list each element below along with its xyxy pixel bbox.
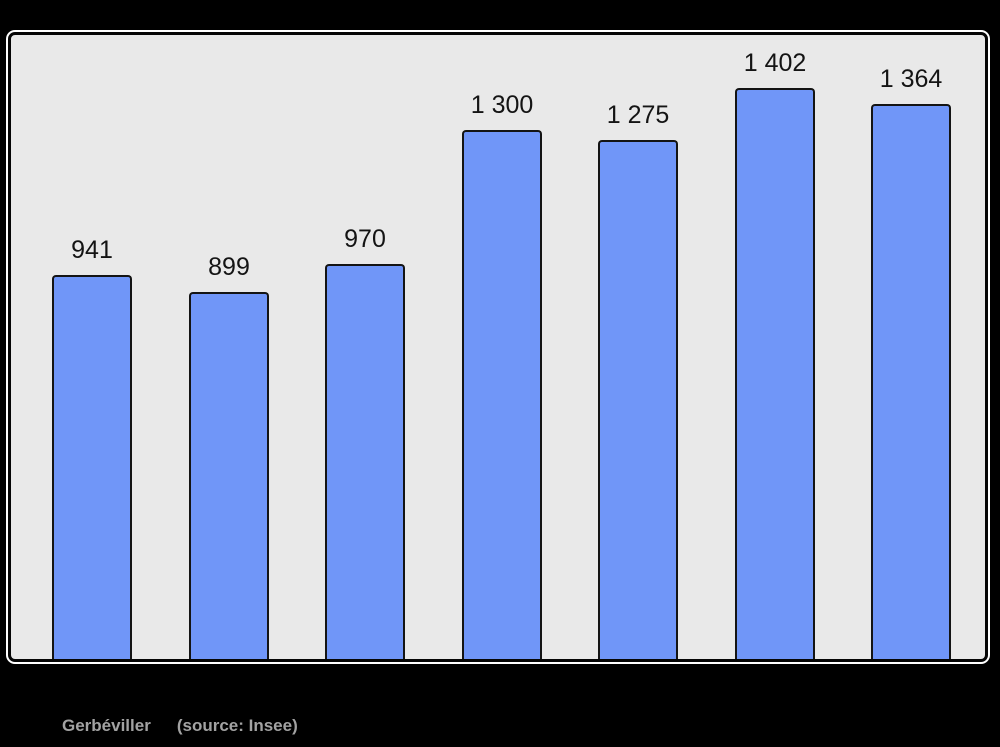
bar-value-label: 970 xyxy=(344,225,386,253)
plot-area: 941 899 970 1 300 1 275 1 402 1 364 xyxy=(11,35,985,659)
bar xyxy=(598,140,678,659)
bar-value-label: 899 xyxy=(208,253,250,281)
bar xyxy=(189,292,269,659)
bar-value-label: 1 402 xyxy=(743,49,807,77)
bar xyxy=(735,88,815,659)
bar xyxy=(325,264,405,659)
bar xyxy=(52,275,132,659)
bar-value-label: 1 300 xyxy=(470,91,534,119)
place-name-label: Gerbéviller xyxy=(62,716,151,735)
caption: Gerbéviller (source: Insee) xyxy=(62,716,298,736)
bar xyxy=(462,130,542,659)
chart-panel: 941 899 970 1 300 1 275 1 402 1 364 xyxy=(8,32,988,662)
source-label: (source: Insee) xyxy=(176,716,298,735)
bar-value-label: 941 xyxy=(71,236,113,264)
bar-value-label: 1 275 xyxy=(606,101,670,129)
bar-value-label: 1 364 xyxy=(879,65,943,93)
bar xyxy=(871,104,951,659)
